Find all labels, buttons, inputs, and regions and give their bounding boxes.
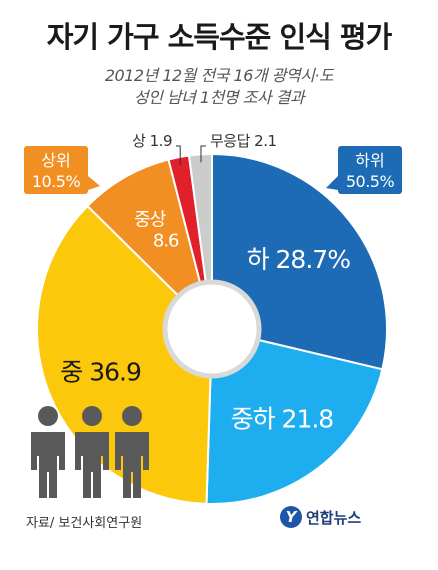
- publisher-logo: Y 연합뉴스: [280, 505, 361, 529]
- person-icon-2-head: [82, 406, 102, 426]
- person-icon-3-body: [115, 432, 149, 498]
- label-upper-middle-name: 중상: [134, 210, 166, 231]
- person-icon-3-head: [122, 406, 142, 426]
- person-icon-2-body: [75, 432, 109, 498]
- subtitle-date: 2012년 12월 전국 16개 광역시·도: [104, 66, 334, 85]
- callout-lower-pointer: [326, 176, 338, 190]
- leader-upper: [176, 145, 181, 166]
- callout-lower-value: 50.5%: [346, 172, 395, 191]
- callout-lower: 하위 50.5%: [326, 146, 402, 194]
- callout-upper: 상위 10.5%: [24, 146, 100, 194]
- label-lower-middle: 중하 21.8: [231, 404, 334, 433]
- label-upper: 상 1.9: [132, 132, 172, 150]
- label-no-answer: 무응답 2.1: [210, 132, 277, 150]
- source-note: 자료/ 보건사회연구원: [26, 516, 143, 531]
- subtitle-survey: 성인 남녀 1천명 조사 결과: [133, 88, 305, 107]
- page-title: 자기 가구 소득수준 인식 평가: [46, 20, 393, 54]
- logo-text: 연합뉴스: [306, 508, 362, 527]
- person-icon-3: [115, 406, 149, 498]
- person-icon-1-head: [38, 406, 58, 426]
- leader-no-answer: [200, 145, 206, 163]
- donut-hole: [168, 285, 256, 373]
- person-icon-1: [31, 406, 65, 498]
- callout-lower-group: 하위: [355, 151, 384, 170]
- label-middle: 중 36.9: [60, 358, 141, 387]
- donut-hole-ring: [162, 279, 262, 379]
- callout-upper-value: 10.5%: [32, 172, 81, 191]
- callout-upper-pointer: [88, 176, 100, 190]
- callout-upper-box: [24, 146, 88, 194]
- callout-lower-box: [338, 146, 402, 194]
- callout-upper-group: 상위: [41, 151, 70, 170]
- label-lower: 하 28.7%: [247, 245, 351, 274]
- person-icon-1-body: [31, 432, 65, 498]
- label-upper-middle-value: 8.6: [153, 230, 179, 251]
- logo-mark-icon: Y: [280, 506, 302, 528]
- person-icon-2: [75, 406, 109, 498]
